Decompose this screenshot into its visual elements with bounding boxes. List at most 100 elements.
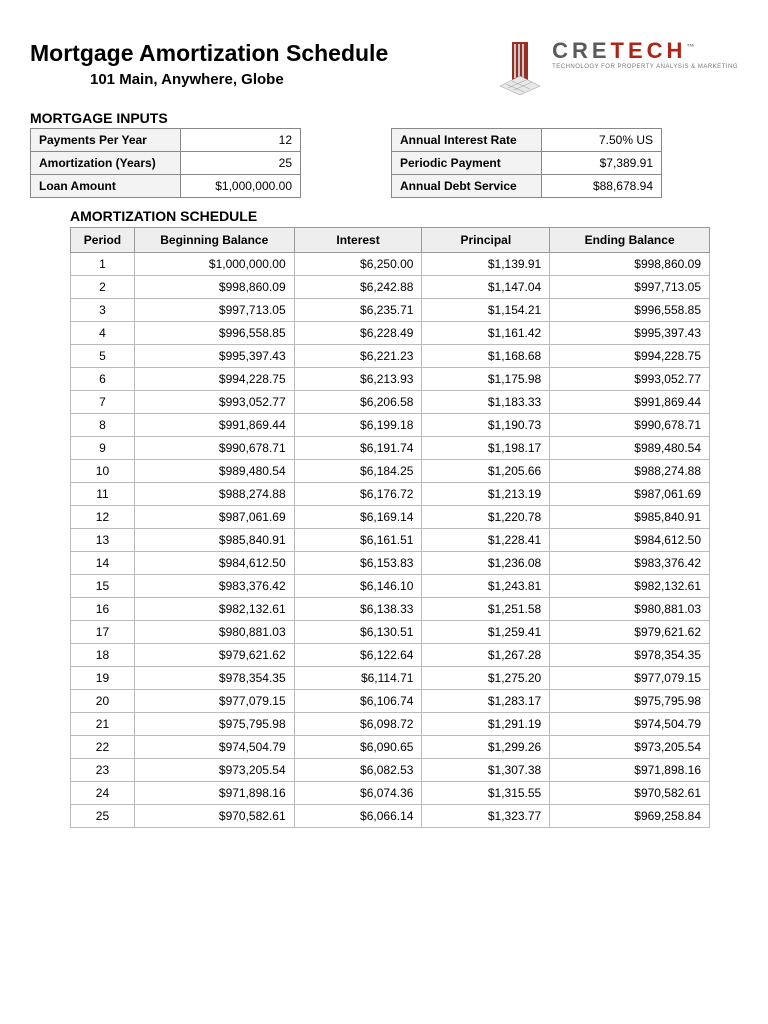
cell: $995,397.43 xyxy=(134,345,294,368)
cell: $1,243.81 xyxy=(422,575,550,598)
inputs-region: Payments Per Year12Amortization (Years)2… xyxy=(30,128,738,198)
cell: $6,130.51 xyxy=(294,621,422,644)
cell: $1,275.20 xyxy=(422,667,550,690)
cell: $988,274.88 xyxy=(550,460,710,483)
table-row: 23$973,205.54$6,082.53$1,307.38$971,898.… xyxy=(71,759,710,782)
input-row: Annual Debt Service$88,678.94 xyxy=(392,175,662,198)
cell: $6,106.74 xyxy=(294,690,422,713)
cell: $6,242.88 xyxy=(294,276,422,299)
cell: $983,376.42 xyxy=(550,552,710,575)
input-label: Annual Interest Rate xyxy=(392,129,542,152)
cell: 3 xyxy=(71,299,135,322)
cell: $977,079.15 xyxy=(550,667,710,690)
input-row: Payments Per Year12 xyxy=(31,129,301,152)
table-row: 17$980,881.03$6,130.51$1,259.41$979,621.… xyxy=(71,621,710,644)
cell: $6,138.33 xyxy=(294,598,422,621)
cell: $985,840.91 xyxy=(134,529,294,552)
cell: $6,206.58 xyxy=(294,391,422,414)
cell: $996,558.85 xyxy=(550,299,710,322)
cell: $6,074.36 xyxy=(294,782,422,805)
cell: $6,250.00 xyxy=(294,253,422,276)
schedule-table: PeriodBeginning BalanceInterestPrincipal… xyxy=(70,227,710,828)
cell: $970,582.61 xyxy=(550,782,710,805)
cell: 19 xyxy=(71,667,135,690)
table-row: 25$970,582.61$6,066.14$1,323.77$969,258.… xyxy=(71,805,710,828)
cell: $984,612.50 xyxy=(550,529,710,552)
header: Mortgage Amortization Schedule 101 Main,… xyxy=(30,40,738,96)
cell: 24 xyxy=(71,782,135,805)
cell: $1,139.91 xyxy=(422,253,550,276)
cell: $1,291.19 xyxy=(422,713,550,736)
cell: $1,236.08 xyxy=(422,552,550,575)
cell: $998,860.09 xyxy=(550,253,710,276)
input-row: Loan Amount$1,000,000.00 xyxy=(31,175,301,198)
cell: $974,504.79 xyxy=(134,736,294,759)
table-row: 14$984,612.50$6,153.83$1,236.08$983,376.… xyxy=(71,552,710,575)
table-row: 13$985,840.91$6,161.51$1,228.41$984,612.… xyxy=(71,529,710,552)
cell: $1,267.28 xyxy=(422,644,550,667)
cell: $991,869.44 xyxy=(550,391,710,414)
cell: 17 xyxy=(71,621,135,644)
schedule-region: AMORTIZATION SCHEDULE PeriodBeginning Ba… xyxy=(70,208,738,828)
cell: $971,898.16 xyxy=(134,782,294,805)
input-label: Amortization (Years) xyxy=(31,152,181,175)
cell: $6,191.74 xyxy=(294,437,422,460)
cell: 23 xyxy=(71,759,135,782)
cell: 12 xyxy=(71,506,135,529)
cell: $988,274.88 xyxy=(134,483,294,506)
cell: $1,228.41 xyxy=(422,529,550,552)
cell: $998,860.09 xyxy=(134,276,294,299)
cell: $978,354.35 xyxy=(550,644,710,667)
cell: $6,098.72 xyxy=(294,713,422,736)
brand-left: CRE xyxy=(552,38,610,63)
cell: $989,480.54 xyxy=(550,437,710,460)
input-label: Loan Amount xyxy=(31,175,181,198)
input-value: $88,678.94 xyxy=(542,175,662,198)
input-value: $1,000,000.00 xyxy=(181,175,301,198)
cell: $973,205.54 xyxy=(550,736,710,759)
cell: 16 xyxy=(71,598,135,621)
brand-right: TECH xyxy=(611,38,687,63)
input-value: $7,389.91 xyxy=(542,152,662,175)
cell: 20 xyxy=(71,690,135,713)
cell: $6,082.53 xyxy=(294,759,422,782)
cell: $1,283.17 xyxy=(422,690,550,713)
cell: $1,000,000.00 xyxy=(134,253,294,276)
column-header: Ending Balance xyxy=(550,228,710,253)
cell: 9 xyxy=(71,437,135,460)
cell: $980,881.03 xyxy=(550,598,710,621)
cell: 22 xyxy=(71,736,135,759)
cell: 21 xyxy=(71,713,135,736)
cell: $989,480.54 xyxy=(134,460,294,483)
cell: $975,795.98 xyxy=(134,713,294,736)
cell: $1,154.21 xyxy=(422,299,550,322)
table-row: 12$987,061.69$6,169.14$1,220.78$985,840.… xyxy=(71,506,710,529)
cell: 5 xyxy=(71,345,135,368)
table-row: 11$988,274.88$6,176.72$1,213.19$987,061.… xyxy=(71,483,710,506)
cell: $6,066.14 xyxy=(294,805,422,828)
table-row: 15$983,376.42$6,146.10$1,243.81$982,132.… xyxy=(71,575,710,598)
input-row: Annual Interest Rate7.50% US xyxy=(392,129,662,152)
cell: $1,198.17 xyxy=(422,437,550,460)
table-row: 22$974,504.79$6,090.65$1,299.26$973,205.… xyxy=(71,736,710,759)
cell: $974,504.79 xyxy=(550,713,710,736)
cell: 11 xyxy=(71,483,135,506)
cell: $975,795.98 xyxy=(550,690,710,713)
table-row: 21$975,795.98$6,098.72$1,291.19$974,504.… xyxy=(71,713,710,736)
cell: $997,713.05 xyxy=(550,276,710,299)
cell: $6,184.25 xyxy=(294,460,422,483)
page-title: Mortgage Amortization Schedule xyxy=(30,40,494,67)
table-row: 3$997,713.05$6,235.71$1,154.21$996,558.8… xyxy=(71,299,710,322)
cell: $987,061.69 xyxy=(134,506,294,529)
cell: $997,713.05 xyxy=(134,299,294,322)
input-label: Periodic Payment xyxy=(392,152,542,175)
cell: $1,147.04 xyxy=(422,276,550,299)
cell: $983,376.42 xyxy=(134,575,294,598)
cell: 7 xyxy=(71,391,135,414)
building-icon xyxy=(494,40,544,96)
cell: $6,090.65 xyxy=(294,736,422,759)
cell: 2 xyxy=(71,276,135,299)
cell: 25 xyxy=(71,805,135,828)
page-subtitle: 101 Main, Anywhere, Globe xyxy=(90,71,494,88)
cell: $1,315.55 xyxy=(422,782,550,805)
